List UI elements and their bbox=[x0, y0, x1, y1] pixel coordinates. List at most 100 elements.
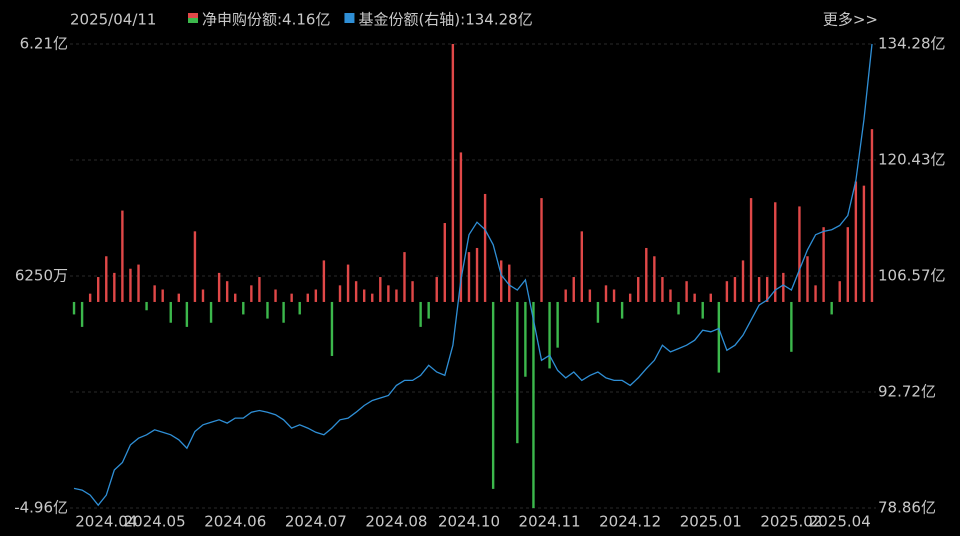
bar bbox=[137, 264, 140, 302]
y2-tick-label: 92.72亿 bbox=[878, 382, 936, 400]
bar bbox=[225, 281, 229, 302]
bar bbox=[459, 152, 463, 302]
legend-swatch bbox=[188, 13, 198, 18]
bar bbox=[620, 301, 624, 319]
bar bbox=[862, 185, 866, 302]
bar bbox=[814, 285, 817, 302]
bar bbox=[749, 198, 753, 302]
bar bbox=[741, 260, 745, 302]
bar bbox=[379, 277, 382, 302]
bar bbox=[451, 44, 455, 302]
bar bbox=[717, 301, 721, 373]
bar bbox=[387, 285, 390, 302]
bar bbox=[645, 247, 648, 302]
bar bbox=[435, 277, 438, 302]
bar bbox=[516, 301, 519, 444]
bar bbox=[201, 289, 205, 302]
bar bbox=[628, 293, 632, 302]
bar bbox=[403, 252, 406, 302]
x-tick-label: 2024.07 bbox=[285, 513, 347, 531]
x-tick-label: 2025.01 bbox=[680, 513, 742, 531]
y2-tick-label: 78.86亿 bbox=[878, 499, 936, 517]
bar bbox=[782, 272, 785, 302]
bar bbox=[733, 277, 737, 302]
bar bbox=[209, 301, 213, 323]
x-tick-label: 2024.12 bbox=[599, 513, 661, 531]
bar bbox=[185, 301, 189, 327]
bar bbox=[169, 301, 172, 323]
bar bbox=[258, 277, 261, 302]
bar bbox=[145, 301, 148, 311]
bar bbox=[177, 293, 181, 302]
bar bbox=[274, 289, 277, 302]
bar bbox=[419, 301, 422, 327]
bar bbox=[774, 202, 777, 302]
bar bbox=[540, 198, 543, 302]
x-tick-label: 2024.06 bbox=[204, 513, 266, 531]
bar bbox=[217, 272, 221, 302]
bar bbox=[564, 289, 567, 302]
y2-tick-label: 106.57亿 bbox=[878, 267, 946, 285]
bar bbox=[121, 210, 124, 302]
bar bbox=[685, 281, 688, 302]
bar bbox=[669, 289, 672, 302]
bar bbox=[72, 301, 76, 315]
bar bbox=[556, 301, 559, 348]
bar bbox=[88, 293, 92, 302]
bar bbox=[870, 129, 874, 302]
bar bbox=[548, 301, 551, 369]
bar bbox=[757, 277, 761, 302]
bar bbox=[234, 293, 237, 302]
bar bbox=[572, 277, 575, 302]
fund-share-line bbox=[73, 43, 873, 507]
bar bbox=[427, 301, 430, 319]
y-tick-label: 6250万 bbox=[15, 267, 68, 285]
bar bbox=[161, 289, 164, 302]
legend-label: 基金份额(右轴):134.28亿 bbox=[358, 11, 532, 29]
bar bbox=[395, 289, 398, 302]
bar bbox=[580, 231, 584, 302]
bar bbox=[725, 281, 729, 302]
bar bbox=[346, 264, 350, 302]
bar bbox=[483, 193, 487, 302]
bar bbox=[508, 264, 511, 302]
bar bbox=[306, 293, 309, 302]
bar bbox=[798, 206, 801, 302]
bar bbox=[830, 301, 833, 315]
bar bbox=[588, 289, 592, 302]
bar bbox=[97, 277, 100, 302]
bar bbox=[596, 301, 600, 323]
bar bbox=[838, 281, 841, 302]
x-tick-label: 2025.02 bbox=[760, 513, 822, 531]
legend-swatch bbox=[188, 18, 198, 23]
bar bbox=[371, 293, 374, 302]
y-tick-label: -4.96亿 bbox=[14, 499, 68, 517]
bar bbox=[298, 301, 301, 315]
bar bbox=[354, 281, 358, 302]
bar bbox=[129, 268, 132, 302]
bar bbox=[266, 301, 269, 319]
legend-label: 净申购份额:4.16亿 bbox=[202, 11, 330, 29]
bar bbox=[491, 301, 495, 489]
bar bbox=[475, 247, 479, 302]
more-link[interactable]: 更多>> bbox=[823, 11, 878, 29]
x-tick-label: 2025.04 bbox=[809, 513, 871, 531]
bar bbox=[193, 231, 197, 302]
bar bbox=[153, 285, 156, 302]
y-tick-label: 6.21亿 bbox=[20, 35, 68, 53]
bar bbox=[314, 289, 318, 302]
x-tick-label: 2024.05 bbox=[124, 513, 186, 531]
bar bbox=[677, 301, 680, 315]
bar bbox=[250, 285, 253, 302]
x-tick-label: 2024.11 bbox=[519, 513, 581, 531]
bar bbox=[500, 260, 503, 302]
bar bbox=[467, 252, 471, 302]
bar bbox=[80, 301, 84, 327]
bar bbox=[765, 277, 769, 302]
bar bbox=[330, 301, 334, 356]
bar bbox=[637, 277, 640, 302]
bar bbox=[282, 301, 285, 323]
bar bbox=[290, 293, 293, 302]
